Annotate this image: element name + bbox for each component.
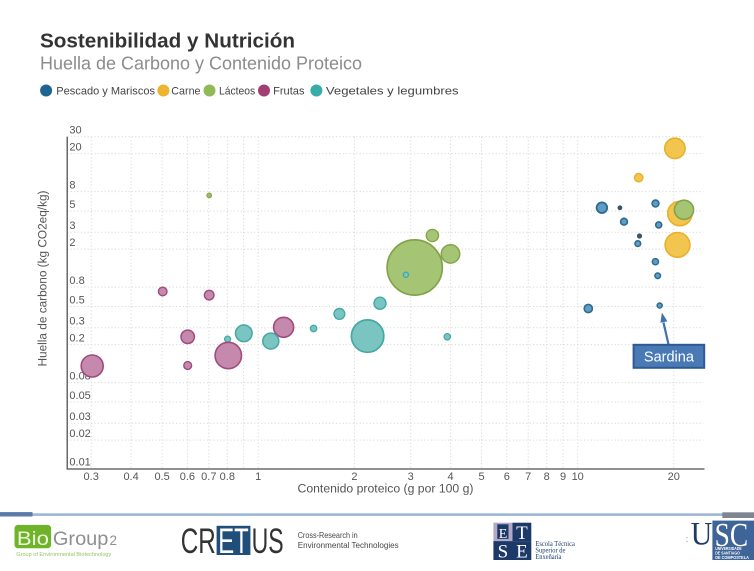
svg-text:DE COMPOSTELA: DE COMPOSTELA [715,555,749,560]
svg-text:3: 3 [408,471,414,483]
svg-text:Sardina: Sardina [644,349,695,365]
svg-text:Cross-Research in: Cross-Research in [298,530,358,540]
svg-text:1: 1 [255,471,261,483]
svg-text:8: 8 [544,471,550,483]
svg-text:CR: CR [181,522,216,561]
svg-text:20: 20 [668,471,680,483]
svg-text:Pescado y Mariscos: Pescado y Mariscos [56,86,155,98]
svg-text:2: 2 [110,533,118,548]
svg-text:Bio: Bio [17,529,49,550]
svg-text:5: 5 [69,199,75,211]
svg-text:2: 2 [351,471,357,483]
svg-text:0.3: 0.3 [84,471,99,483]
svg-text:DE SANTIAGO: DE SANTIAGO [715,551,740,556]
svg-text:US: US [252,522,284,561]
svg-text:10: 10 [572,471,584,483]
svg-text:7: 7 [525,471,531,483]
svg-text:0.2: 0.2 [69,332,84,344]
svg-text:U: U [691,517,713,553]
svg-text:Environmental Technologies: Environmental Technologies [298,540,399,550]
svg-text:UNIVERSIDADE: UNIVERSIDADE [715,546,742,551]
svg-text:0.7: 0.7 [201,471,216,483]
svg-text:0.4: 0.4 [123,471,138,483]
svg-text:0.3: 0.3 [69,316,84,328]
svg-text:Frutas: Frutas [273,86,305,98]
svg-text:Huella de carbono (kg CO2eq/kg: Huella de carbono (kg CO2eq/kg) [38,190,50,366]
svg-text:E: E [499,527,508,542]
svg-text:8: 8 [69,179,75,191]
svg-text:Escola Técnica: Escola Técnica [535,540,575,548]
svg-text:ET: ET [218,522,249,561]
svg-text:Huella de Carbono y Contenido: Huella de Carbono y Contenido Proteico [40,54,362,74]
svg-text:0.8: 0.8 [69,275,84,287]
svg-text:30: 30 [69,125,81,137]
svg-text:0.5: 0.5 [69,294,84,306]
svg-text:Carne: Carne [171,86,200,98]
svg-text:5: 5 [478,471,484,483]
svg-text:0.6: 0.6 [180,471,195,483]
svg-text:Enxeñaría: Enxeñaría [535,553,562,561]
svg-text::: : [686,533,689,545]
svg-text:0.03: 0.03 [69,411,90,423]
svg-text:9: 9 [560,471,566,483]
svg-text:S: S [498,542,509,563]
svg-text:Group of Environmental Biotech: Group of Environmental Biotechnology [16,552,112,558]
svg-text:4: 4 [448,471,454,483]
svg-text:20: 20 [69,141,81,153]
svg-text:0.5: 0.5 [154,471,169,483]
svg-text:SC: SC [715,517,749,554]
svg-text:3: 3 [69,220,75,232]
svg-text:T: T [516,523,528,544]
svg-text:Superior de: Superior de [535,547,565,555]
svg-text:Group: Group [53,529,109,550]
svg-text:E: E [516,542,528,563]
svg-text:6: 6 [504,471,510,483]
svg-text:0.8: 0.8 [220,471,235,483]
svg-text:Contenido proteico (g por 100: Contenido proteico (g por 100 g) [298,483,474,495]
svg-text:0.02: 0.02 [69,428,90,440]
svg-text:Lácteos: Lácteos [219,86,256,98]
svg-text:0.01: 0.01 [69,457,90,469]
svg-text:0.05: 0.05 [69,390,90,402]
svg-text:Sostenibilidad y Nutrición: Sostenibilidad y Nutrición [40,31,295,53]
svg-text:2: 2 [69,237,75,249]
svg-text:Vegetales y legumbres: Vegetales y legumbres [326,86,459,98]
